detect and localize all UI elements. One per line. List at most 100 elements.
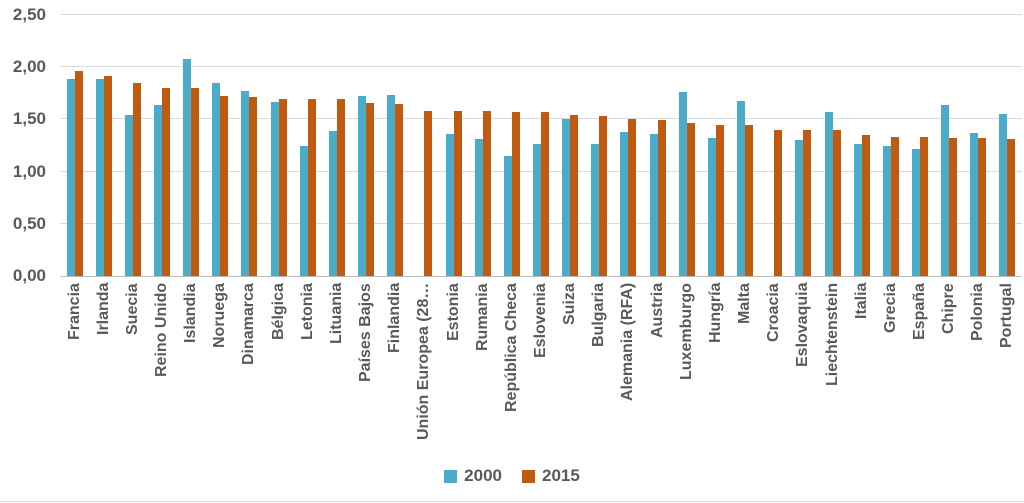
x-axis-label-Chipre: Chipre <box>940 283 958 334</box>
bar-2000-Polonia <box>970 132 979 276</box>
bar-2015-Letonia <box>307 98 316 276</box>
bar-2000-Países Bajos <box>358 96 367 276</box>
x-axis-label-Países Bajos: Países Bajos <box>357 283 375 382</box>
legend-label-2000: 2000 <box>464 466 502 485</box>
bar-group-Eslovenia <box>526 15 555 276</box>
legend-item-2000: 2000 <box>444 466 502 486</box>
x-axis-label-Portugal: Portugal <box>998 283 1016 348</box>
bar-2015-Chipre <box>949 138 958 276</box>
bar-group-Países Bajos <box>352 15 381 276</box>
bar-group-Alemania (RFA) <box>614 15 643 276</box>
bar-group-Bulgaria <box>585 15 614 276</box>
bar-2015-Liechtenstein <box>832 129 841 276</box>
x-axis-label-Alemania (RFA): Alemania (RFA) <box>619 283 637 402</box>
x-axis-label-República Checa: República Checa <box>502 283 520 412</box>
x-axis-label-Letonia: Letonia <box>298 283 316 340</box>
bar-2015-Países Bajos <box>366 102 375 276</box>
x-axis-label-Dinamarca: Dinamarca <box>240 283 258 365</box>
x-axis-label-Unión Europea (28…: Unión Europea (28… <box>415 283 433 441</box>
gridline-2,00 <box>60 66 1022 68</box>
bar-group-Reino Unido <box>147 15 176 276</box>
x-axis-label-Eslovaquia: Eslovaquia <box>794 283 812 368</box>
bar-2000-Islandia <box>183 58 192 276</box>
bar-2015-República Checa <box>511 112 520 276</box>
bar-group-Unión Europea (28… <box>410 15 439 276</box>
legend-swatch-2015 <box>522 469 535 483</box>
bar-group-Croacia <box>760 15 789 276</box>
bar-2015-Estonia <box>453 111 462 276</box>
bar-2015-Suecia <box>132 82 141 276</box>
bar-2015-Bulgaria <box>599 116 608 276</box>
bar-2000-Dinamarca <box>241 91 250 276</box>
bar-2015-Hungría <box>715 124 724 276</box>
bar-2015-Alemania (RFA) <box>628 119 637 276</box>
bar-group-Dinamarca <box>235 15 264 276</box>
bar-2015-Austria <box>657 120 666 276</box>
x-axis-label-Italia: Italia <box>852 283 870 320</box>
bar-2000-Letonia <box>299 145 308 276</box>
bar-group-Italia <box>847 15 876 276</box>
x-axis-label-Reino Unido: Reino Unido <box>153 283 171 378</box>
bar-group-Bélgica <box>264 15 293 276</box>
bar-2015-Suiza <box>570 115 579 276</box>
legend-item-2015: 2015 <box>522 466 580 486</box>
bar-2000-Hungría <box>707 138 716 276</box>
y-axis-tick-label: 0,00 <box>12 266 46 285</box>
bar-2015-Dinamarca <box>249 97 258 276</box>
bar-2000-Eslovaquia <box>795 140 804 276</box>
bar-2000-Bélgica <box>270 101 279 276</box>
bar-2015-Malta <box>745 124 754 276</box>
chart-legend: 2000 2015 <box>0 466 1024 486</box>
x-axis-label-Liechtenstein: Liechtenstein <box>823 283 841 387</box>
bar-2000-Reino Unido <box>154 104 163 276</box>
bar-2015-Irlanda <box>103 75 112 276</box>
bar-2000-Francia <box>66 78 75 276</box>
y-axis-tick-label: 0,50 <box>12 213 46 233</box>
x-axis-label-Eslovenia: Eslovenia <box>532 283 549 358</box>
bar-2015-Noruega <box>220 96 229 276</box>
bar-group-Noruega <box>206 15 235 276</box>
gridline-2,50 <box>60 14 1022 15</box>
bar-2000-República Checa <box>503 155 512 276</box>
x-axis-label-Hungría: Hungría <box>706 283 724 344</box>
x-axis-label-Estonia: Estonia <box>444 283 462 341</box>
bar-2015-España <box>919 137 928 276</box>
x-axis-label-Bulgaria: Bulgaria <box>590 283 608 348</box>
bar-2000-Alemania (RFA) <box>620 131 629 276</box>
bar-groups <box>60 15 1022 276</box>
bar-group-República Checa <box>497 15 526 276</box>
bar-2000-Noruega <box>212 82 221 276</box>
bar-2000-Chipre <box>941 104 950 276</box>
bar-2015-Reino Unido <box>162 88 171 276</box>
bar-2015-Islandia <box>191 88 200 276</box>
x-axis-label-Suecia: Suecia <box>123 283 141 335</box>
bar-group-Polonia <box>964 15 993 276</box>
y-axis-tick-label: 1,00 <box>12 161 46 181</box>
bar-2015-Luxemburgo <box>686 122 695 276</box>
bar-group-Suiza <box>556 15 585 276</box>
x-axis-label-Grecia: Grecia <box>881 283 899 333</box>
bar-group-Eslovaquia <box>789 15 818 276</box>
bar-2015-Polonia <box>978 138 987 276</box>
x-axis-label-Finlandia: Finlandia <box>386 283 404 354</box>
bar-2015-Eslovaquia <box>803 129 812 276</box>
bar-group-Irlanda <box>89 15 118 276</box>
bar-2000-Austria <box>649 134 658 276</box>
bar-2015-Lituania <box>336 98 345 276</box>
x-axis-label-España: España <box>910 283 928 340</box>
x-axis-label-Croacia: Croacia <box>765 283 783 342</box>
bar-2015-Grecia <box>890 137 899 276</box>
bar-2000-Grecia <box>882 145 891 276</box>
x-axis-label-Lituania: Lituania <box>327 283 345 345</box>
bar-2015-Eslovenia <box>540 112 549 276</box>
bar-2000-Suecia <box>124 115 133 276</box>
bar-group-Estonia <box>439 15 468 276</box>
bar-2015-Rumania <box>482 111 491 276</box>
bar-group-España <box>905 15 934 276</box>
legend-swatch-2000 <box>444 469 458 483</box>
bar-2000-Liechtenstein <box>824 112 833 276</box>
bar-2000-Irlanda <box>95 78 104 276</box>
bar-2000-Luxemburgo <box>678 92 687 276</box>
bar-group-Liechtenstein <box>818 15 847 276</box>
